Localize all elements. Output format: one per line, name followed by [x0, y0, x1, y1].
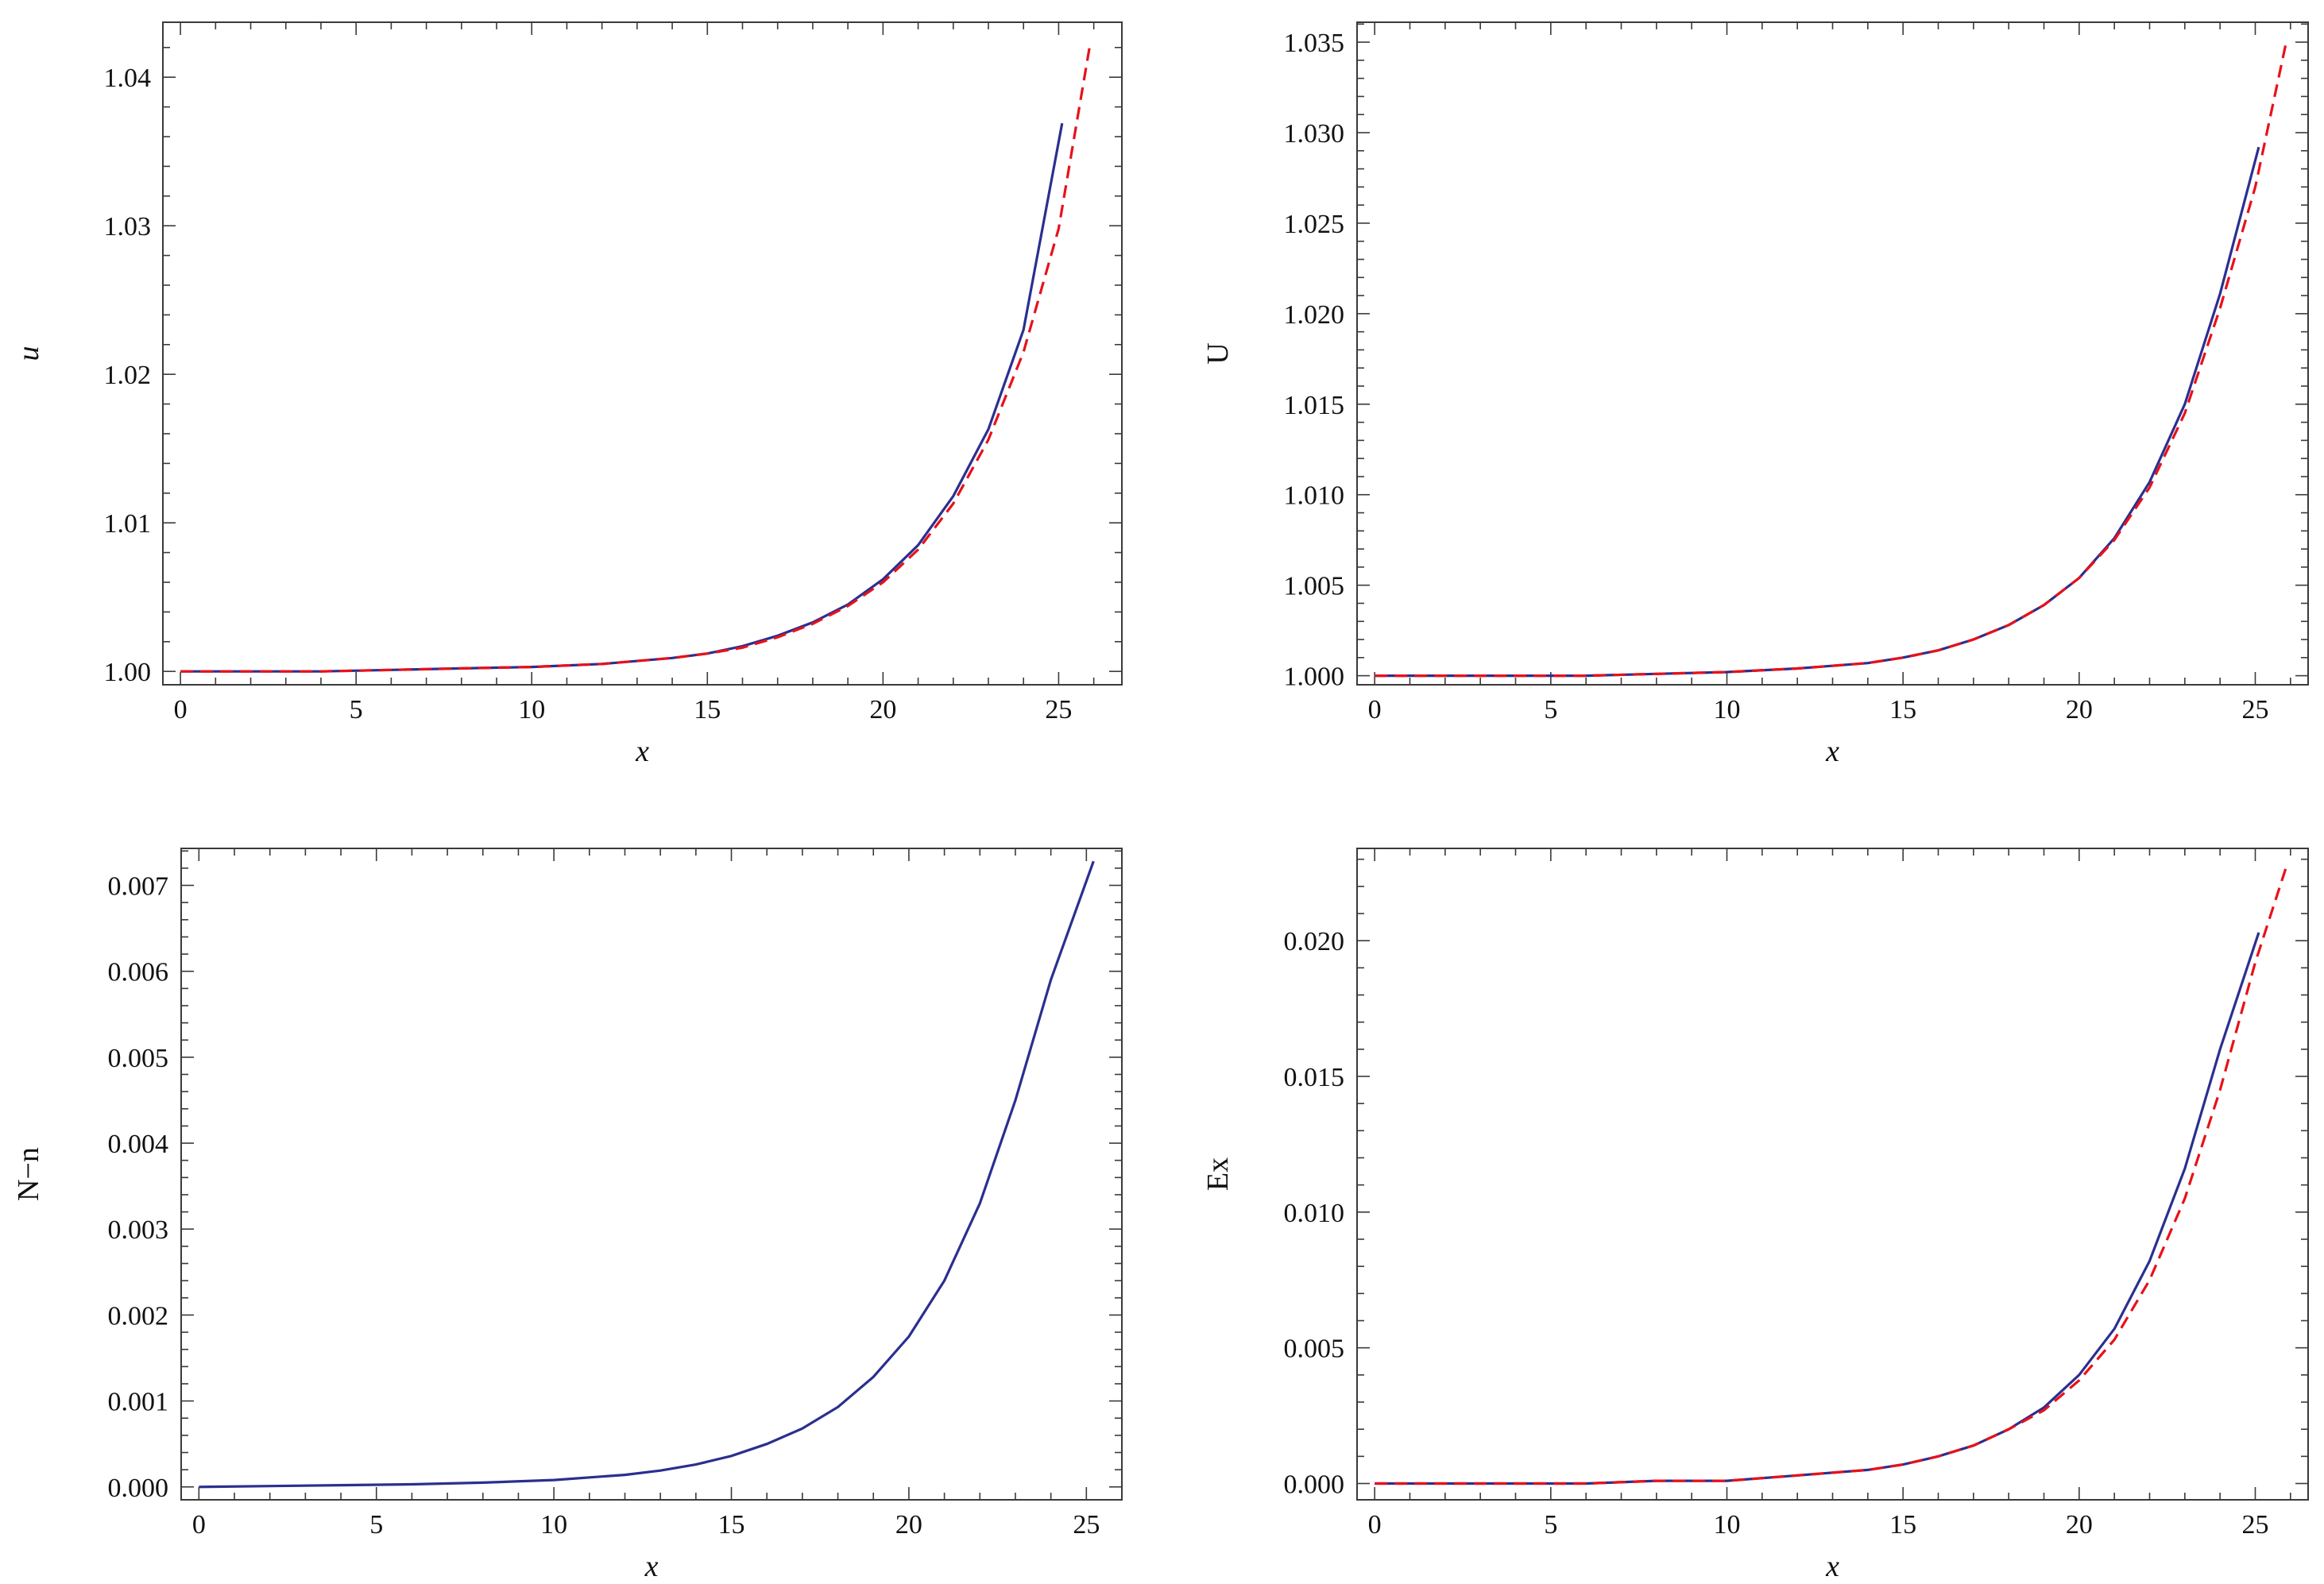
x-tick-label: 15: [1889, 695, 1916, 724]
y-tick-label: 0.007: [108, 872, 169, 902]
chart-panel-U: 0 5 10 15 20 25 1.000 1.005 1.010 1.015 1.020 1.025…: [1192, 0, 2324, 775]
x-tick-label: 10: [540, 1510, 567, 1540]
y-tick-label: 1.03: [104, 212, 152, 241]
x-axis-label: x: [635, 735, 649, 768]
y-tick-label: 1.035: [1284, 29, 1345, 58]
x-axis-label: x: [1825, 735, 1839, 768]
y-axis-label: U: [1201, 342, 1235, 364]
series-line-dashed: [180, 42, 1092, 673]
y-tick-label: 1.01: [104, 509, 152, 539]
x-tick-label: 0: [1368, 695, 1382, 724]
y-tick-label: 1.010: [1284, 481, 1345, 511]
x-tick-label: 25: [1045, 695, 1072, 724]
x-tick-label: 5: [350, 695, 363, 724]
chart-panel-Ex: 0 5 10 15 20 25 0.000 0.005 0.010 0.015 0.020 x Ex: [1192, 826, 2324, 1584]
x-tick-label: 5: [1544, 695, 1557, 724]
y-tick-label: 0.001: [108, 1388, 169, 1417]
y-axis-label: Ex: [1201, 1157, 1235, 1191]
chart-panel-N-minus-n: 0 5 10 15 20 25 0.000 0.001 0.002 0.003 0.004 0.005…: [0, 826, 1144, 1584]
y-tick-label: 1.000: [1284, 663, 1345, 692]
x-tick-label: 20: [895, 1510, 922, 1540]
y-tick-label: 0.005: [108, 1044, 169, 1073]
y-tick-label: 0.003: [108, 1215, 169, 1245]
series-line-dashed: [1375, 864, 2288, 1485]
x-tick-label: 5: [369, 1510, 383, 1540]
y-tick-label: 1.00: [104, 658, 152, 687]
x-tick-label: 0: [174, 695, 188, 724]
x-tick-label: 0: [192, 1510, 206, 1540]
chart-u-svg: 0 5 10 15 20 25 1.00 1.01 1.02 1.03 1.04 x u: [12, 21, 1123, 768]
plot-frame: [180, 848, 1123, 1501]
y-tick-label: 0.020: [1284, 927, 1345, 956]
y-tick-label: 0.000: [1284, 1470, 1345, 1500]
plot-frame: [162, 21, 1123, 686]
x-axis-label: x: [1825, 1550, 1839, 1583]
y-tick-label: 0.010: [1284, 1199, 1345, 1228]
x-tick-label: 10: [1714, 1510, 1741, 1540]
y-tick-label: 1.025: [1284, 210, 1345, 239]
x-tick-label: 25: [1073, 1510, 1100, 1540]
chart-Ex-svg: 0 5 10 15 20 25 0.000 0.005 0.010 0.015 0.020 x Ex: [1201, 848, 2309, 1583]
chart-U-svg: 0 5 10 15 20 25 1.000 1.005 1.010 1.015 1.020 1.025…: [1201, 21, 2309, 768]
y-tick-label: 0.005: [1284, 1335, 1345, 1364]
chart-N-minus-n-svg: 0 5 10 15 20 25 0.000 0.001 0.002 0.003 0.004 0.005…: [12, 848, 1123, 1583]
plot-frame: [1356, 848, 2309, 1501]
x-axis-label: x: [644, 1550, 659, 1583]
x-tick-label: 0: [1368, 1510, 1382, 1540]
x-tick-label: 25: [2242, 695, 2269, 724]
x-tick-label: 10: [518, 695, 545, 724]
y-axis-label: u: [12, 346, 45, 361]
x-tick-label: 25: [2242, 1510, 2269, 1540]
x-tick-label: 10: [1714, 695, 1741, 724]
x-tick-label: 20: [2066, 695, 2093, 724]
y-tick-label: 0.000: [108, 1474, 169, 1503]
x-tick-label: 15: [1889, 1510, 1916, 1540]
chart-panel-u: 0 5 10 15 20 25 1.00 1.01 1.02 1.03 1.04 x u: [0, 0, 1144, 775]
series-line-solid: [180, 122, 1064, 673]
y-tick-label: 0.004: [108, 1130, 169, 1159]
x-tick-label: 15: [718, 1510, 745, 1540]
x-tick-label: 15: [694, 695, 721, 724]
y-axis-label: N−n: [12, 1147, 45, 1201]
plot-frame: [1356, 21, 2309, 686]
y-tick-label: 1.02: [104, 361, 152, 390]
y-tick-label: 1.030: [1284, 119, 1345, 149]
y-tick-label: 0.002: [108, 1301, 169, 1331]
x-tick-label: 20: [2066, 1510, 2093, 1540]
series-line-solid: [1375, 932, 2260, 1485]
x-tick-label: 20: [869, 695, 896, 724]
y-tick-label: 1.04: [104, 64, 152, 93]
series-line-solid: [199, 860, 1095, 1489]
y-tick-label: 1.020: [1284, 300, 1345, 330]
y-tick-label: 1.005: [1284, 572, 1345, 601]
y-tick-label: 0.015: [1284, 1063, 1345, 1092]
series-line-solid: [1375, 146, 2260, 678]
series-line-dashed: [1375, 38, 2288, 678]
y-tick-label: 0.006: [108, 958, 169, 987]
y-tick-label: 1.015: [1284, 391, 1345, 420]
x-tick-label: 5: [1544, 1510, 1557, 1540]
